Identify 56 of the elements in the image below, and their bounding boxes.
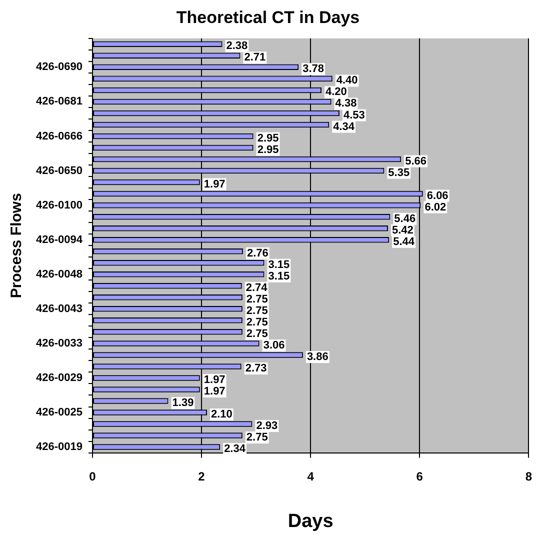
data-label: 2.34: [224, 443, 246, 456]
data-label: 3.06: [263, 339, 285, 352]
y-tick-label: 426-0666: [36, 130, 82, 142]
data-label: 3.86: [306, 350, 328, 363]
y-tick-label: 426-0043: [36, 302, 82, 315]
y-axis-title: Process Flows: [8, 193, 26, 298]
data-label: 5.35: [388, 166, 410, 179]
data-label: 2.76: [246, 247, 268, 260]
data-label: 4.40: [336, 74, 358, 87]
data-label: 2.38: [226, 40, 248, 52]
data-label: 4.20: [325, 86, 347, 98]
data-label: 2.74: [246, 282, 268, 294]
data-label: 5.44: [393, 236, 416, 248]
data-label: 2.75: [246, 304, 268, 317]
x-axis-title: Days: [288, 510, 334, 532]
data-label: 1.97: [204, 374, 226, 386]
y-tick-label: 426-0681: [36, 96, 82, 108]
x-tick-label: 6: [416, 469, 424, 484]
data-label: 2.75: [246, 432, 268, 444]
data-label: 5.46: [394, 212, 416, 225]
x-tick-label: 4: [307, 469, 314, 484]
y-tick-label: 426-0029: [36, 372, 82, 384]
data-label: 4.53: [343, 109, 365, 122]
y-tick-label: 426-0094: [36, 234, 84, 246]
y-tick-label: 426-0019: [36, 441, 82, 454]
data-label: 1.97: [204, 386, 226, 398]
data-label: 2.10: [210, 408, 232, 421]
data-label: 2.93: [256, 420, 278, 432]
data-label: 4.34: [333, 120, 356, 133]
data-label: 2.75: [246, 316, 268, 328]
data-label: 5.66: [405, 155, 427, 168]
data-label: 5.42: [392, 224, 414, 236]
y-tick-label: 426-0100: [36, 199, 82, 212]
data-label: 1.39: [172, 397, 194, 410]
data-label: 6.02: [424, 201, 446, 214]
data-label: 2.75: [246, 328, 268, 340]
data-label: 3.78: [302, 63, 324, 76]
x-tick-label: 2: [198, 469, 206, 484]
data-label: 2.73: [245, 362, 267, 374]
data-label: 2.95: [257, 132, 279, 144]
data-label: 2.71: [244, 52, 266, 64]
data-label: 3.15: [268, 258, 290, 271]
data-label: 2.95: [257, 144, 279, 156]
data-label: 2.75: [246, 293, 268, 306]
data-label: 6.06: [426, 190, 448, 202]
y-tick-label: 426-0048: [36, 268, 82, 280]
x-tick-label: 0: [89, 469, 96, 484]
x-tick-label: 8: [525, 469, 532, 484]
data-label: 3.15: [268, 270, 290, 282]
data-label: 1.97: [204, 178, 226, 190]
data-label: 4.38: [335, 98, 357, 110]
y-tick-label: 426-0025: [36, 406, 82, 419]
chart-title: Theoretical CT in Days: [176, 8, 360, 27]
y-tick-label: 426-0033: [36, 337, 82, 350]
y-tick-label: 426-0690: [36, 61, 82, 74]
y-tick-label: 426-0650: [36, 164, 82, 177]
